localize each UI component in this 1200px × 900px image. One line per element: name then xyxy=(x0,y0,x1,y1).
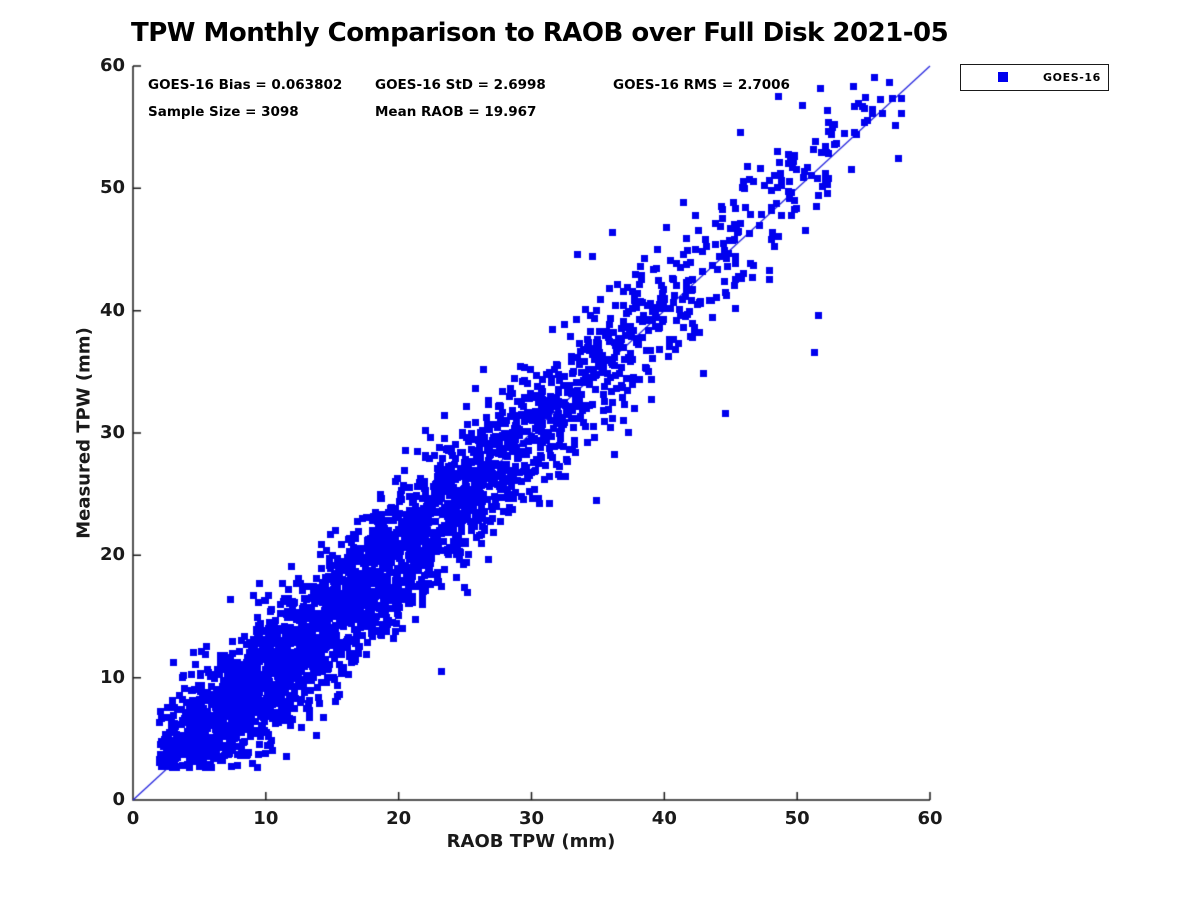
x-tick-label: 10 xyxy=(253,808,279,829)
stat-annotation: GOES-16 StD = 2.6998 xyxy=(375,77,546,93)
y-tick-label: 30 xyxy=(99,422,125,443)
x-tick-label: 30 xyxy=(518,808,545,829)
legend-label: GOES-16 xyxy=(1043,71,1101,84)
x-tick-label: 60 xyxy=(917,808,943,829)
x-tick-label: 20 xyxy=(386,808,412,829)
legend-square-marker-icon xyxy=(998,72,1008,82)
x-tick-label: 0 xyxy=(126,808,140,829)
chart-title: TPW Monthly Comparison to RAOB over Full… xyxy=(131,18,949,48)
stat-annotation: Mean RAOB = 19.967 xyxy=(375,104,537,120)
stat-annotation: Sample Size = 3098 xyxy=(148,104,299,120)
stat-annotation: GOES-16 RMS = 2.7006 xyxy=(613,77,790,93)
y-tick-label: 0 xyxy=(112,789,125,810)
x-tick-label: 50 xyxy=(784,808,810,829)
x-axis-label: RAOB TPW (mm) xyxy=(446,831,616,852)
y-tick-label: 20 xyxy=(99,544,125,566)
x-tick-label: 40 xyxy=(651,808,677,829)
stat-annotation: GOES-16 Bias = 0.063802 xyxy=(148,77,343,93)
legend: GOES-16 xyxy=(960,64,1109,91)
y-tick-label: 40 xyxy=(99,299,125,321)
y-tick-label: 10 xyxy=(99,666,125,688)
y-tick-label: 50 xyxy=(99,177,125,199)
y-tick-label: 60 xyxy=(99,55,125,76)
